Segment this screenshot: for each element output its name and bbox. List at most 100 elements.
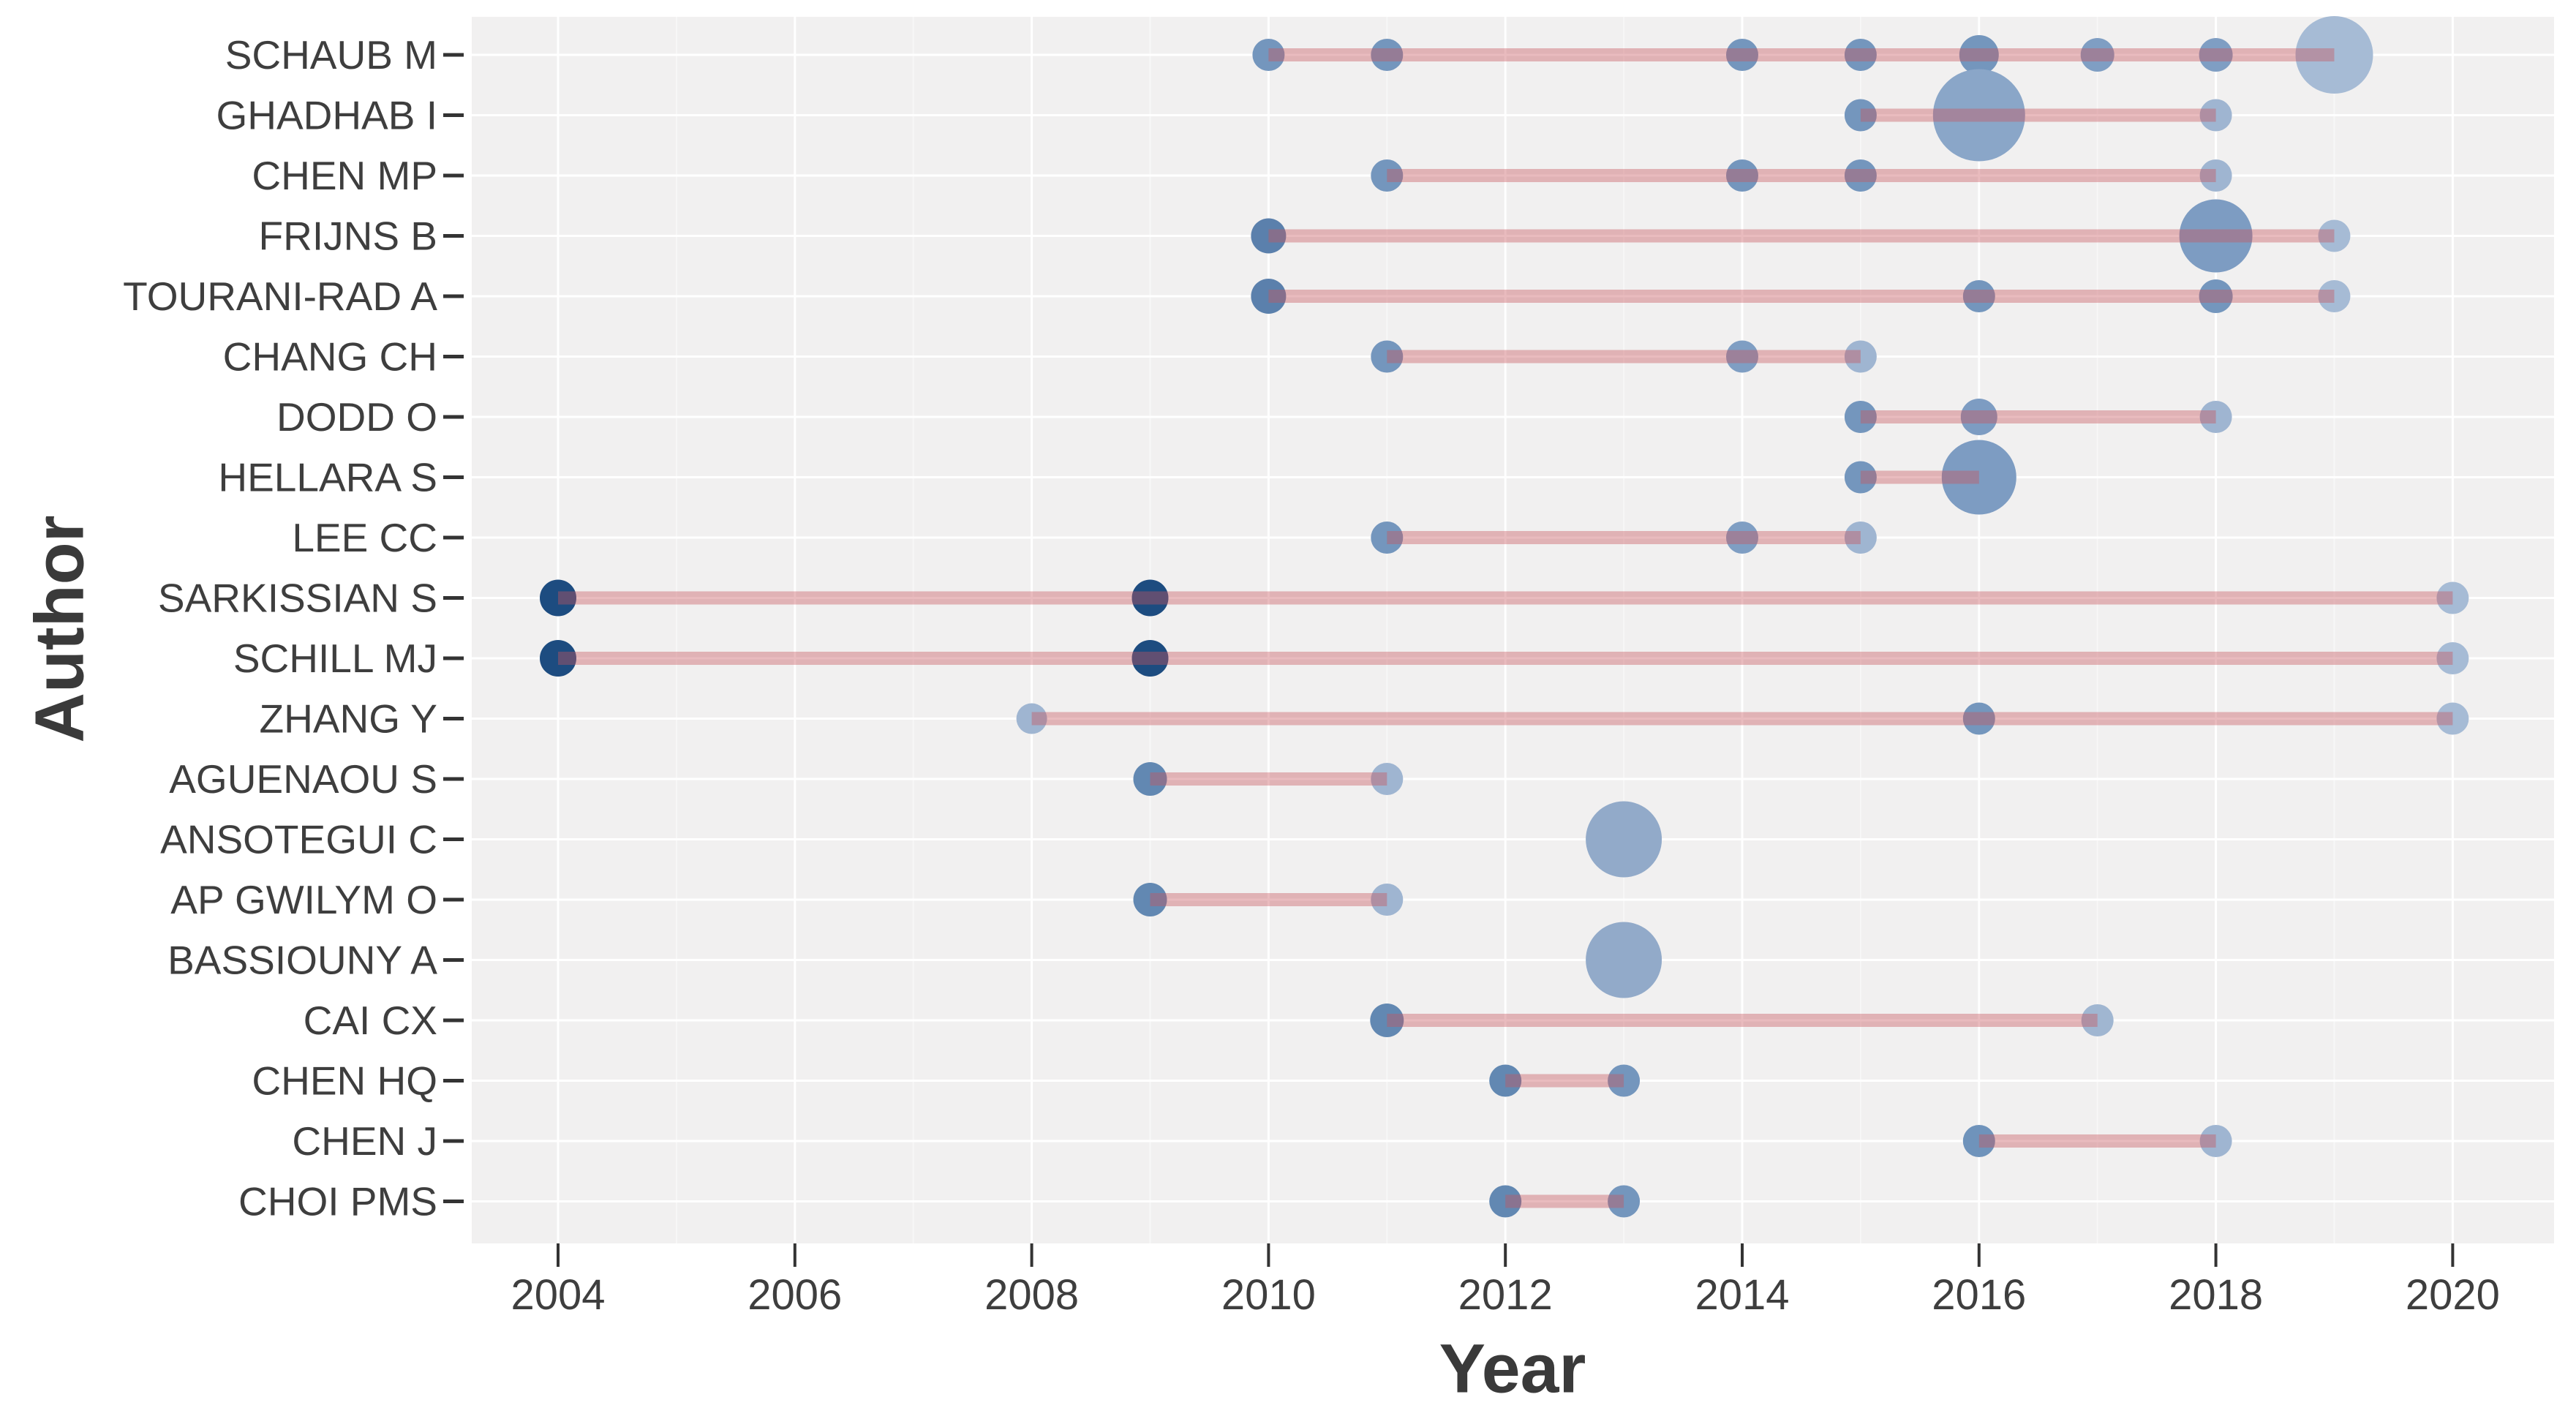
article-bubble [2436,581,2469,614]
article-bubble [1251,218,1287,254]
article-bubble [1962,280,1995,312]
activity-span [1150,893,1387,906]
article-bubble [1726,159,1758,192]
article-bubble [1371,159,1404,192]
article-bubble [1252,39,1285,71]
article-bubble [2318,219,2351,252]
article-bubble [1131,640,1169,677]
article-bubble [1608,1064,1641,1097]
author-tick-label: DODD O [276,394,437,440]
activity-span [1387,1014,2098,1027]
article-bubble [1960,399,1997,435]
x-tick-label: 2004 [511,1271,605,1319]
article-bubble [1586,922,1662,998]
article-bubble [1489,1064,1522,1097]
article-bubble [1844,401,1877,433]
x-tick-label: 2018 [2169,1271,2263,1319]
author-tick-label: CHEN MP [252,153,437,198]
article-bubble [1941,440,2016,515]
activity-span [1268,290,2335,303]
author-tick-label: ZHANG Y [260,696,437,742]
article-bubble [1726,522,1758,554]
article-bubble [1726,340,1758,373]
article-bubble [1962,702,1995,735]
author-tick-label: CHANG CH [223,334,437,380]
article-bubble [2179,199,2253,273]
author-tick-label: ANSOTEGUI C [160,817,437,862]
author-tick-label: SCHAUB M [225,32,437,78]
x-tick-label: 2020 [2406,1271,2500,1319]
article-bubble [2295,16,2373,94]
article-bubble [2199,1125,2232,1157]
activity-span [1387,531,1861,544]
author-tick-label: TOURANI-RAD A [123,274,437,319]
activity-span [1150,772,1387,786]
author-tick-label: LEE CC [292,515,437,560]
x-tick-label: 2012 [1458,1271,1553,1319]
activity-span [1505,1194,1624,1208]
plot-panel [472,17,2554,1243]
article-bubble [1371,39,1404,71]
article-bubble [1371,884,1404,916]
activity-span [1978,1134,2216,1148]
activity-span [1387,350,1861,364]
x-tick-label: 2008 [984,1271,1079,1319]
author-tick-label: CAI CX [304,998,437,1043]
article-bubble [1959,35,1999,75]
article-bubble [1962,1125,1995,1157]
author-tick-label: AP GWILYM O [170,877,437,922]
article-bubble [1371,340,1404,373]
activity-span [1268,229,2335,243]
article-bubble [2199,159,2232,192]
activity-span [1387,169,2216,182]
article-bubble [1489,1185,1522,1218]
activity-span [1505,1074,1624,1088]
article-bubble [1844,99,1877,132]
article-bubble [1844,39,1877,71]
article-bubble [1371,522,1404,554]
article-bubble [1726,39,1758,71]
activity-span [1860,108,2216,122]
article-bubble [2081,1004,2114,1036]
author-tick-label: CHOI PMS [238,1179,437,1224]
article-bubble [2199,401,2232,433]
article-bubble [1133,762,1167,796]
article-bubble [1932,69,2025,162]
article-bubble [1844,340,1877,373]
activity-span [1860,410,2216,423]
author-tick-label: SCHILL MJ [233,636,437,681]
activity-span [1031,712,2453,726]
activity-span [558,652,2453,665]
article-bubble [2199,279,2233,313]
x-tick-label: 2010 [1221,1271,1316,1319]
article-bubble [1844,159,1877,192]
author-tick-label: GHADHAB I [216,93,437,138]
article-bubble [2436,642,2469,674]
author-tick-label: HELLARA S [218,455,437,500]
author-tick-label: SARKISSIAN S [158,576,437,621]
author-tick-label: CHEN J [292,1118,437,1164]
article-bubble [1133,883,1167,916]
activity-span [558,591,2453,605]
activity-span [1268,48,2335,61]
article-bubble [1371,763,1404,795]
author-tick-label: CHEN HQ [252,1058,437,1104]
x-tick-label: 2014 [1695,1271,1789,1319]
article-bubble [2080,38,2114,72]
article-bubble [1370,1004,1404,1037]
article-bubble [2436,702,2469,735]
article-bubble [2318,280,2351,312]
article-bubble [1251,279,1287,314]
article-bubble [1586,801,1662,878]
article-bubble [1844,522,1877,554]
article-bubble [1844,461,1877,494]
author-tick-label: BASSIOUNY A [167,938,437,983]
activity-span [1860,470,1979,484]
article-bubble [540,640,576,677]
article-bubble [2199,38,2233,72]
article-bubble [2199,99,2232,132]
y-axis-title: Author [20,515,99,743]
author-tick-label: FRIJNS B [259,214,437,259]
